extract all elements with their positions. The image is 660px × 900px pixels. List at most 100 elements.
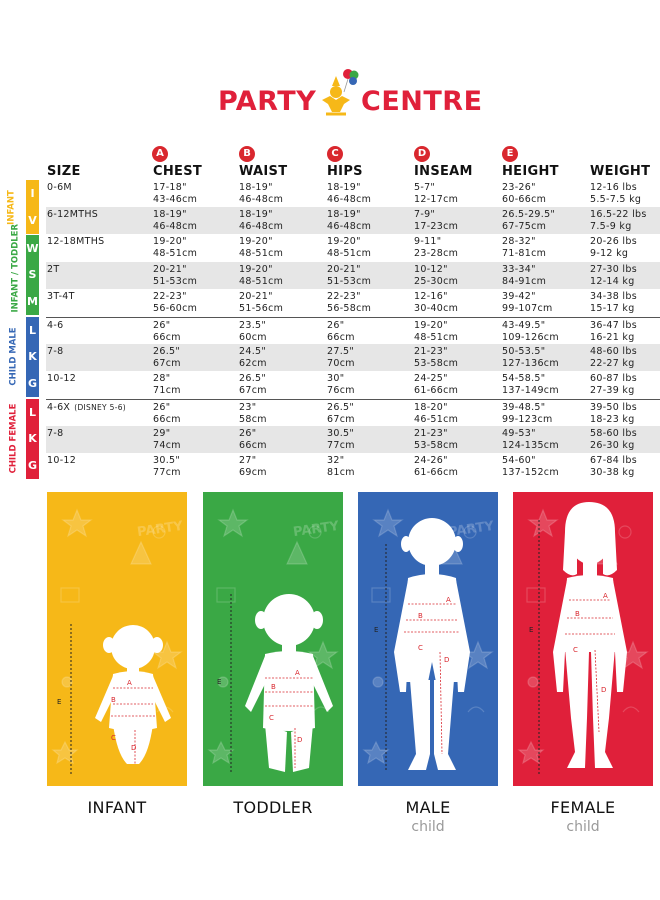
category-badge-child-female: L K G bbox=[26, 399, 39, 479]
size-cell: 3T-4T bbox=[47, 291, 75, 302]
inseam-cell: 24-25" 61-66cm bbox=[414, 373, 459, 396]
inseam-cell: 10-12" 25-30cm bbox=[414, 264, 459, 287]
weight-cell: 60-87 lbs 27-39 kg bbox=[590, 373, 637, 396]
weight-cell: 27-30 lbs 12-14 kg bbox=[590, 264, 637, 287]
table-row: 0-6M 17-18" 43-46cm 18-19" 46-48cm 18-19" 46-4… bbox=[46, 180, 660, 207]
hips-cell: 26.5" 67cm bbox=[327, 402, 355, 425]
chest-cell: 22-23" 56-60cm bbox=[153, 291, 198, 314]
panel-label-infant: INFANT bbox=[87, 798, 147, 817]
table-row: 6-12MTHS 18-19" 46-48cm 18-19" 46-48cm 18-19"… bbox=[46, 207, 660, 234]
weight-cell: 20-26 lbs 9-12 kg bbox=[590, 236, 637, 259]
table-row: 12-18MTHS 19-20" 48-51cm 19-20" 48-51cm 19-20… bbox=[46, 234, 660, 261]
svg-text:C: C bbox=[269, 714, 274, 722]
category-badge-infant: I V bbox=[26, 180, 39, 234]
svg-text:D: D bbox=[601, 686, 606, 694]
height-cell: 39-42" 99-107cm bbox=[502, 291, 553, 314]
inseam-cell: 21-23" 53-58cm bbox=[414, 346, 459, 369]
svg-text:D: D bbox=[297, 736, 302, 744]
hips-cell: 26" 66cm bbox=[327, 320, 355, 343]
table-row: 3T-4T 22-23" 56-60cm 20-21" 51-56cm 22-23" 56-… bbox=[46, 289, 660, 316]
waist-cell: 26.5" 67cm bbox=[239, 373, 267, 396]
height-cell: 23-26" 60-66cm bbox=[502, 182, 547, 205]
height-cell: 50-53.5" 127-136cm bbox=[502, 346, 559, 369]
chest-cell: 29" 74cm bbox=[153, 428, 181, 451]
hips-cell: 20-21" 51-53cm bbox=[327, 264, 372, 287]
size-cell: 4-6X (DISNEY 5-6) bbox=[47, 402, 126, 413]
svg-text:B: B bbox=[418, 612, 423, 620]
inseam-cell: 12-16" 30-40cm bbox=[414, 291, 459, 314]
size-cell: 2T bbox=[47, 264, 60, 275]
size-cell: 6-12MTHS bbox=[47, 209, 99, 220]
weight-cell: 58-60 lbs 26-30 kg bbox=[590, 428, 637, 451]
inseam-cell: 7-9" 17-23cm bbox=[414, 209, 459, 232]
table-row: 4-6 26" 66cm 23.5" 60cm 26" 66cm 19-20" 48-51cm 4… bbox=[46, 317, 660, 344]
hips-cell: 30" 76cm bbox=[327, 373, 355, 396]
height-cell: 33-34" 84-91cm bbox=[502, 264, 547, 287]
svg-text:B: B bbox=[575, 610, 580, 618]
column-header-inseam: INSEAM bbox=[414, 164, 473, 179]
height-cell: 54-60" 137-152cm bbox=[502, 455, 559, 478]
waist-cell: 18-19" 46-48cm bbox=[239, 209, 284, 232]
waist-cell: 23" 58cm bbox=[239, 402, 267, 425]
waist-cell: 24.5" 62cm bbox=[239, 346, 267, 369]
category-label-child-male: CHILD MALE bbox=[8, 327, 19, 386]
measure-badge-a: A bbox=[152, 146, 168, 162]
table-row: 7-8 29" 74cm 26" 66cm 30.5" 77cm 21-23" 53-58cm 4… bbox=[46, 426, 660, 453]
height-cell: 43-49.5" 109-126cm bbox=[502, 320, 559, 343]
table-row: 2T 20-21" 51-53cm 19-20" 48-51cm 20-21" 51-53c… bbox=[46, 262, 660, 289]
svg-text:E: E bbox=[57, 698, 61, 706]
svg-text:D: D bbox=[444, 656, 449, 664]
height-cell: 54-58.5" 137-149cm bbox=[502, 373, 559, 396]
svg-text:C: C bbox=[111, 734, 116, 742]
column-header-chest: CHEST bbox=[153, 164, 203, 179]
height-cell: 49-53" 124-135cm bbox=[502, 428, 559, 451]
measure-badge-d: D bbox=[414, 146, 430, 162]
party-mascot-icon bbox=[322, 69, 359, 116]
panel-label-toddler: TODDLER bbox=[233, 798, 313, 817]
chest-cell: 18-19" 46-48cm bbox=[153, 209, 198, 232]
chest-cell: 17-18" 43-46cm bbox=[153, 182, 198, 205]
female-silhouette-icon: E A B C D bbox=[517, 502, 649, 774]
hips-cell: 18-19" 46-48cm bbox=[327, 209, 372, 232]
size-cell: 10-12 bbox=[47, 455, 77, 466]
toddler-silhouette-icon: E A B C D bbox=[207, 508, 339, 774]
size-note: (DISNEY 5-6) bbox=[74, 403, 126, 412]
hips-cell: 18-19" 46-48cm bbox=[327, 182, 372, 205]
svg-text:C: C bbox=[418, 644, 423, 652]
hips-cell: 27.5" 70cm bbox=[327, 346, 355, 369]
hips-cell: 22-23" 56-58cm bbox=[327, 291, 372, 314]
inseam-cell: 18-20" 46-51cm bbox=[414, 402, 459, 425]
hips-cell: 19-20" 48-51cm bbox=[327, 236, 372, 259]
height-cell: 26.5-29.5" 67-75cm bbox=[502, 209, 556, 232]
measure-badge-b: B bbox=[239, 146, 255, 162]
table-row: 10-12 28" 71cm 26.5" 67cm 30" 76cm 24-25" 61-66c… bbox=[46, 371, 660, 398]
panel-sublabel-female: child bbox=[566, 819, 600, 835]
panel-label-female: FEMALE bbox=[550, 798, 616, 817]
column-header-waist: WAIST bbox=[239, 164, 288, 179]
hips-cell: 32" 81cm bbox=[327, 455, 355, 478]
weight-cell: 36-47 lbs 16-21 kg bbox=[590, 320, 637, 343]
panel-infant: E A B C D PARTY bbox=[47, 492, 187, 786]
inseam-cell: 24-26" 61-66cm bbox=[414, 455, 459, 478]
table-row: 4-6X (DISNEY 5-6) 26" 66cm 23" 58cm 26.5" 67cm 1… bbox=[46, 399, 660, 426]
chest-cell: 26" 66cm bbox=[153, 402, 181, 425]
chest-cell: 30.5" 77cm bbox=[153, 455, 181, 478]
svg-text:A: A bbox=[603, 592, 608, 600]
svg-text:A: A bbox=[446, 596, 451, 604]
column-header-size: SIZE bbox=[47, 164, 81, 179]
svg-text:A: A bbox=[127, 679, 132, 687]
size-cell: 4-6 bbox=[47, 320, 64, 331]
category-badge-infant-toddler: W S M bbox=[26, 235, 39, 315]
measure-badge-c: C bbox=[327, 146, 343, 162]
logo-text-party: PARTY bbox=[218, 86, 317, 117]
svg-text:B: B bbox=[271, 683, 276, 691]
weight-cell: 16.5-22 lbs 7.5-9 kg bbox=[590, 209, 647, 232]
size-cell: 7-8 bbox=[47, 346, 64, 357]
column-header-height: HEIGHT bbox=[502, 164, 559, 179]
column-header-hips: HIPS bbox=[327, 164, 363, 179]
chest-cell: 26" 66cm bbox=[153, 320, 181, 343]
weight-cell: 12-16 lbs 5.5-7.5 kg bbox=[590, 182, 642, 205]
waist-cell: 18-19" 46-48cm bbox=[239, 182, 284, 205]
inseam-cell: 19-20" 48-51cm bbox=[414, 320, 459, 343]
size-cell: 12-18MTHS bbox=[47, 236, 105, 247]
